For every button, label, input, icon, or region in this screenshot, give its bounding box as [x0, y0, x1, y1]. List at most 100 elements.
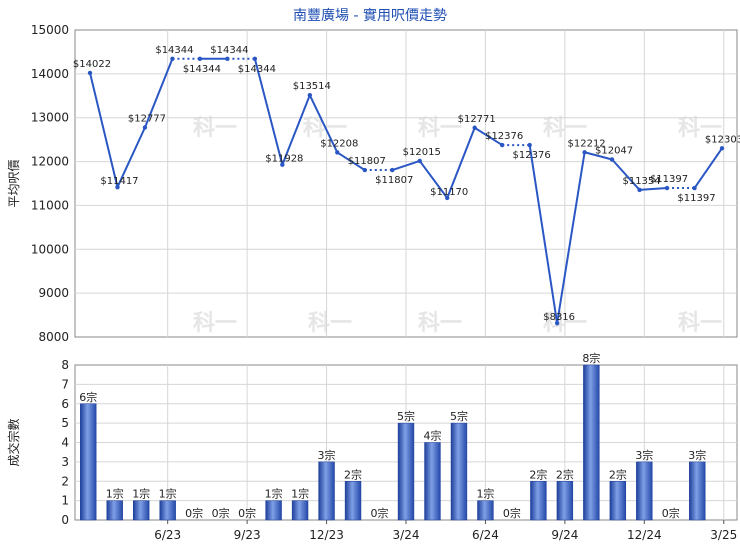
- price-data-label: $11417: [100, 176, 138, 187]
- volume-data-label: 2宗: [556, 467, 574, 481]
- price-line-segment: [144, 58, 174, 128]
- price-line-segment: [556, 152, 586, 324]
- price-point: [445, 195, 450, 201]
- price-data-label: $12015: [403, 147, 441, 158]
- volume-bar: [397, 422, 415, 521]
- price-data-label: $12047: [595, 146, 633, 157]
- volume-data-label: 6宗: [79, 390, 97, 404]
- volume-y-tick-label: 8: [61, 358, 69, 372]
- price-point: [417, 158, 422, 164]
- price-data-label: $12212: [568, 138, 606, 149]
- price-y-tick-label: 15000: [31, 23, 69, 37]
- price-data-label: $11397: [650, 174, 688, 185]
- price-point: [335, 150, 340, 155]
- price-line-segment: [281, 94, 311, 166]
- volume-data-label: 8宗: [582, 351, 600, 365]
- volume-bar: [477, 500, 494, 521]
- watermark: 科一: [193, 311, 237, 336]
- volume-y-tick-label: 6: [61, 397, 69, 411]
- volume-bar: [424, 442, 441, 521]
- volume-panel: 0 1 2 3 4 5 6 7 8 6/23 9/23 12/23 3/24 6/24 9/24 12/24 3…: [6, 351, 738, 542]
- price-data-label: $14344: [238, 64, 276, 75]
- price-point: [362, 167, 367, 173]
- price-y-tick-label: 10000: [31, 242, 69, 256]
- price-data-label: $11354: [622, 176, 660, 187]
- price-line-segment: [253, 58, 284, 165]
- price-data-label: $12771: [458, 114, 496, 125]
- price-point: [115, 184, 120, 190]
- volume-y-tick-label: 5: [61, 416, 69, 430]
- volume-data-label: 1宗: [159, 487, 177, 501]
- price-point: [582, 150, 587, 155]
- price-data-label: $12303: [705, 134, 740, 145]
- volume-data-label: 0宗: [238, 506, 256, 520]
- price-point: [664, 185, 670, 191]
- price-data-label: $14344: [210, 45, 248, 56]
- x-tick-label: 3/25: [710, 528, 737, 542]
- price-panel: 科一科一科一科一科一科一科一科一科一科一80009000100001100012…: [7, 23, 740, 344]
- volume-bar: [265, 500, 282, 521]
- price-point: [609, 157, 615, 162]
- volume-data-label: 5宗: [450, 409, 468, 423]
- volume-y-tick-label: 7: [61, 377, 69, 391]
- volume-bar: [159, 500, 176, 521]
- volume-bar: [133, 500, 150, 521]
- price-data-label: $11397: [677, 193, 715, 204]
- price-data-label: $12376: [485, 131, 523, 142]
- volume-data-label: 2宗: [344, 467, 362, 481]
- price-data-label: $11807: [348, 156, 386, 167]
- watermark: 科一: [308, 311, 352, 336]
- volume-data-label: 0宗: [212, 506, 230, 520]
- price-line-segment: [89, 72, 119, 188]
- price-point: [637, 187, 642, 193]
- price-data-label: $12208: [320, 138, 358, 149]
- price-y-tick-label: 9000: [38, 286, 69, 300]
- price-line-segment: [418, 160, 449, 199]
- price-point: [142, 125, 148, 130]
- price-y-tick-label: 11000: [31, 198, 69, 212]
- volume-bar: [80, 403, 97, 521]
- price-data-label: $14344: [155, 45, 193, 56]
- volume-y-tick-label: 4: [61, 436, 69, 450]
- volume-y-tick-label: 3: [61, 455, 69, 469]
- price-y-tick-label: 13000: [31, 111, 69, 125]
- price-point: [87, 70, 93, 76]
- volume-data-label: 1宗: [476, 487, 494, 501]
- volume-y-tick-label: 1: [61, 494, 69, 508]
- watermark: 科一: [418, 311, 462, 336]
- price-point: [719, 146, 725, 151]
- volume-data-label: 1宗: [265, 487, 283, 501]
- volume-data-label: 2宗: [609, 467, 627, 481]
- volume-bar: [556, 481, 574, 521]
- volume-y-tick-label: 0: [61, 513, 69, 527]
- price-line-segment: [474, 126, 503, 146]
- volume-data-label: 1宗: [291, 487, 309, 501]
- price-line-segment: [639, 187, 668, 191]
- price-point: [307, 92, 313, 98]
- price-y-tick-label: 14000: [31, 67, 69, 81]
- price-data-label: $11170: [430, 187, 468, 198]
- volume-data-label: 2宗: [529, 467, 547, 481]
- price-point: [170, 56, 175, 61]
- price-y-tick-label: 12000: [31, 155, 69, 169]
- volume-bar: [344, 481, 362, 521]
- price-line-segment: [584, 151, 613, 161]
- x-tick-label: 6/23: [154, 528, 181, 542]
- volume-bar: [583, 364, 600, 521]
- volume-bar: [450, 422, 468, 521]
- price-line-segment: [336, 151, 366, 171]
- volume-bar: [689, 461, 706, 521]
- x-tick-label: 12/24: [627, 528, 662, 542]
- price-point: [390, 167, 395, 173]
- price-point: [197, 56, 203, 61]
- volume-data-label: 3宗: [318, 448, 336, 462]
- price-data-label: $14344: [183, 64, 221, 75]
- volume-y-axis-label: 成交宗數: [6, 418, 21, 466]
- watermark: 科一: [418, 116, 462, 141]
- watermark: 科一: [193, 116, 237, 141]
- price-line-segment: [391, 159, 421, 171]
- price-data-label: $11928: [265, 154, 303, 165]
- volume-data-label: 0宗: [371, 506, 389, 520]
- price-point: [225, 56, 230, 61]
- price-y-tick-label: 8000: [38, 330, 69, 344]
